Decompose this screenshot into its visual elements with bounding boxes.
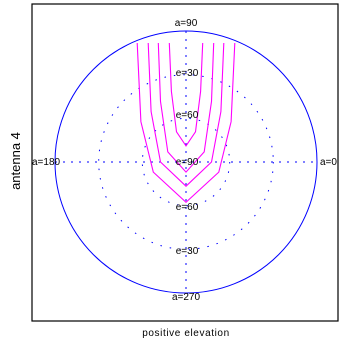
- contours: [136, 42, 236, 204]
- azimuth-label-180: a=180: [32, 157, 61, 168]
- elevation-ring-30: [98, 74, 274, 250]
- azimuth-label-90: a=90: [175, 18, 198, 29]
- elevation-label-4: e=60: [176, 202, 199, 213]
- plot-frame: [31, 3, 339, 322]
- x-axis-label: positive elevation: [142, 328, 230, 339]
- contour-curve-4: [136, 42, 236, 204]
- elevation-label-1: e=30: [176, 68, 199, 79]
- elevation-ring-60: [141, 117, 231, 207]
- azimuth-label-0: a=0: [320, 157, 337, 168]
- elevation-label-2: e=60: [176, 110, 199, 121]
- elevation-label-5: e=30: [176, 246, 199, 257]
- grid: [54, 30, 318, 294]
- contour-curve-3: [147, 42, 225, 187]
- y-axis-label: antenna 4: [8, 132, 23, 190]
- contour-curve-2: [157, 42, 215, 173]
- contour-curve-1: [168, 42, 204, 147]
- elevation-label-3: e=90: [176, 157, 199, 168]
- azimuth-label-270: a=270: [172, 292, 201, 303]
- tick-labels: a=0 a=90 a=180 a=270 e=30 e=60 e=90 e=60 e=30: [32, 18, 337, 303]
